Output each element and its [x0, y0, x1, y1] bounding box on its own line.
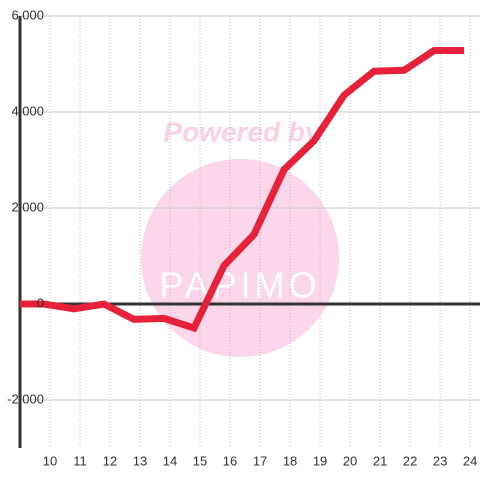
x-tick-label: 21 [373, 453, 387, 468]
x-tick-label: 17 [253, 453, 267, 468]
x-tick-label: 11 [73, 453, 87, 468]
y-tick-label: 4,000 [11, 103, 44, 118]
x-tick-label: 23 [433, 453, 447, 468]
x-tick-label: 18 [283, 453, 297, 468]
watermark-brand: PAPIMO [159, 265, 320, 306]
x-tick-label: 24 [463, 453, 477, 468]
watermark-circle [141, 159, 339, 357]
x-tick-label: 12 [103, 453, 117, 468]
x-tick-label: 19 [313, 453, 327, 468]
y-tick-label: 6,000 [11, 7, 44, 22]
x-tick-label: 22 [403, 453, 417, 468]
y-tick-label: 0 [37, 295, 44, 310]
y-tick-label: 2,000 [11, 199, 44, 214]
watermark-title: Powered by [163, 116, 322, 147]
x-tick-label: 13 [133, 453, 147, 468]
x-tick-label: 16 [223, 453, 237, 468]
y-tick-label: -2,000 [7, 391, 44, 406]
x-tick-label: 15 [193, 453, 207, 468]
line [20, 47, 465, 333]
plot [18, 16, 480, 448]
x-tick-label: 10 [43, 453, 57, 468]
x-tick-label: 14 [163, 453, 177, 468]
x-tick-label: 20 [343, 453, 357, 468]
grid [20, 15, 480, 448]
